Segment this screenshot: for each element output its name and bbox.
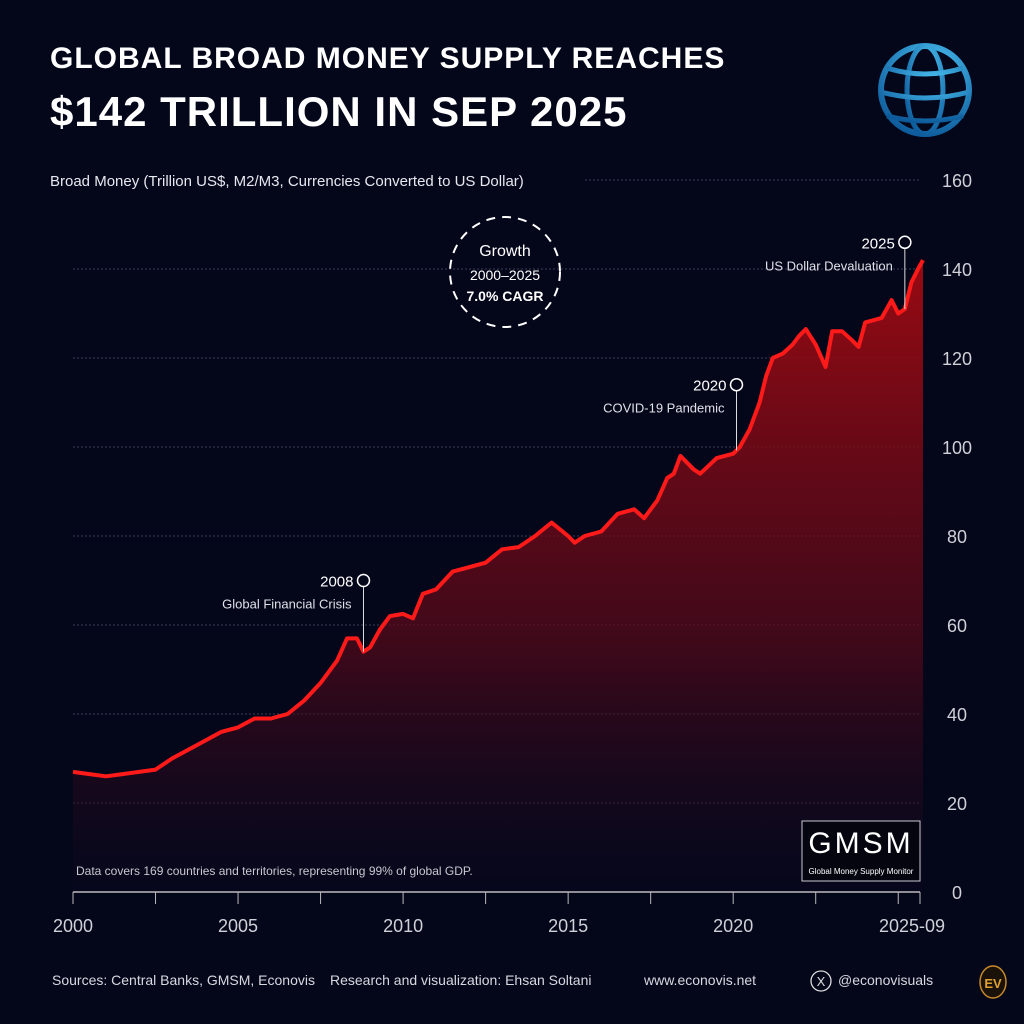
growth-line-2: 2000–2025 [470,267,540,283]
title-line-1: Global Broad Money Supply Reaches [50,42,726,75]
area-fill [73,260,923,893]
logo-sub: Global Money Supply Monitor [809,867,914,876]
coverage-note: Data covers 169 countries and territorie… [76,864,473,878]
y-axis-label: Broad Money (Trillion US$, M2/M3, Curren… [50,173,524,190]
x-tick-label: 2025-09 [879,916,945,936]
y-tick-label: 140 [942,260,972,280]
title-line-2: $142 Trillion in Sep 2025 [50,88,628,135]
x-tick-label: 2010 [383,916,423,936]
ev-brand-icon: EV [979,965,1007,999]
annotation-year: 2008 [320,574,353,591]
annotation-marker [898,235,912,250]
x-tick-label: 2015 [548,916,588,936]
series-line [72,259,925,779]
x-social-icon[interactable]: X [810,970,832,992]
y-tick-label: 0 [952,883,962,903]
annotation-marker [729,377,744,392]
growth-line-1: Growth [479,243,531,260]
website-link[interactable]: www.econovis.net [644,972,757,988]
annotation-year: 2020 [693,378,726,395]
y-tick-label: 20 [947,794,967,814]
globe-icon [878,43,972,137]
x-tick-label: 2000 [53,916,93,936]
annotation-label: US Dollar Devaluation [765,258,893,273]
logo-main: GMSM [808,827,913,860]
y-tick-label: 100 [942,438,972,458]
x-tick-label: 2005 [218,916,258,936]
y-tick-label: 120 [942,349,972,369]
x-tick-label: 2020 [713,916,753,936]
y-tick-label: 80 [947,527,967,547]
annotation-year: 2025 [861,235,894,252]
annotation-marker [356,573,371,588]
svg-text:X: X [817,974,826,989]
growth-badge: Growth 2000–2025 7.0% CAGR [449,216,561,328]
gmsm-logo: GMSM Global Money Supply Monitor [801,820,921,882]
social-handle[interactable]: @econovisuals [838,972,934,988]
y-tick-label: 160 [942,171,972,191]
y-tick-label: 40 [947,705,967,725]
research-credit: Research and visualization: Ehsan Soltan… [330,972,592,988]
ev-mark: EV [984,976,1002,991]
annotation-label: COVID-19 Pandemic [603,401,725,416]
growth-line-3: 7.0% CAGR [466,288,543,304]
sources: Sources: Central Banks, GMSM, Econovis [52,972,315,988]
y-tick-label: 60 [947,616,967,636]
annotation-label: Global Financial Crisis [222,597,352,612]
